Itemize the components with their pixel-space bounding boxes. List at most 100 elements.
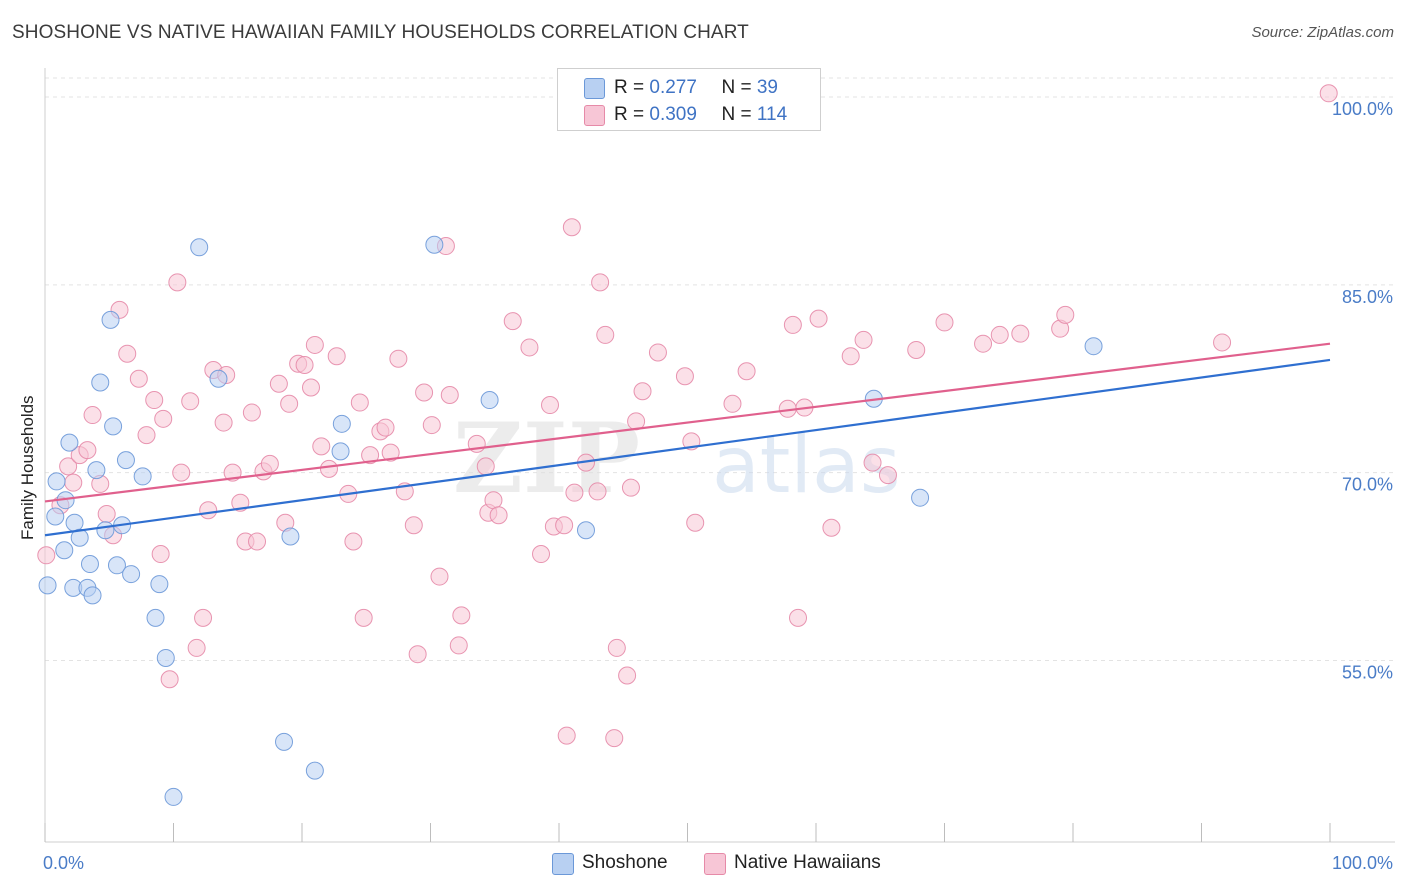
native-hawaiian-point	[187, 638, 206, 657]
legend-r-value: 0.309	[649, 104, 697, 125]
native-hawaiian-point	[97, 504, 116, 523]
shoshone-point	[47, 472, 66, 491]
shoshone-point	[305, 761, 324, 780]
shoshone-point	[101, 310, 120, 329]
native-hawaiian-point	[312, 437, 331, 456]
shoshone-point	[116, 451, 135, 470]
x-tick-label: 100.0%	[1332, 853, 1393, 873]
shoshone-points	[38, 235, 1103, 806]
native-hawaiian-point	[301, 378, 320, 397]
native-hawaiian-point	[381, 443, 400, 462]
native-hawaiian-point	[280, 394, 299, 413]
native-hawaiian-point	[541, 396, 560, 415]
shoshone-point	[425, 235, 444, 254]
native-hawaiian-point	[319, 459, 338, 478]
native-hawaiian-point	[723, 394, 742, 413]
shoshone-point	[55, 541, 74, 560]
native-hawaiian-point	[557, 726, 576, 745]
shoshone-point	[209, 369, 228, 388]
native-hawaiian-point	[822, 518, 841, 537]
native-hawaiian-point	[532, 545, 551, 564]
native-hawaiian-point	[248, 532, 267, 551]
y-tick-label: 70.0%	[1342, 475, 1393, 495]
native-hawaiian-point	[172, 463, 191, 482]
shoshone-point	[87, 461, 106, 480]
native-hawaiian-point	[789, 608, 808, 627]
native-hawaiian-point	[990, 325, 1009, 344]
chart-title: SHOSHONE VS NATIVE HAWAIIAN FAMILY HOUSE…	[12, 22, 749, 43]
native-hawaiian-point	[305, 335, 324, 354]
native-hawaiian-point	[37, 546, 56, 565]
native-hawaiian-point	[783, 315, 802, 334]
axes	[44, 68, 1395, 843]
native-hawaiian-point	[607, 638, 626, 657]
bottom-legend-swatch-native-hawaiians	[704, 853, 726, 875]
shoshone-point	[281, 527, 300, 546]
shoshone-point	[190, 238, 209, 257]
bottom-legend-swatch-shoshone	[552, 853, 574, 875]
native-hawaiian-point	[809, 309, 828, 328]
native-hawaiian-point	[354, 608, 373, 627]
native-hawaiian-point	[181, 392, 200, 411]
native-hawaiian-point	[1319, 84, 1338, 103]
native-hawaiian-point	[389, 349, 408, 368]
native-hawaiian-point	[137, 426, 156, 445]
shoshone-trend-line	[44, 358, 1331, 537]
legend-swatch-native-hawaiians	[584, 105, 605, 126]
native-hawaiian-point	[621, 478, 640, 497]
shoshone-point	[38, 576, 57, 595]
native-hawaiian-point	[422, 416, 441, 435]
native-hawaiian-point	[863, 453, 882, 472]
native-hawaiian-point	[168, 273, 187, 292]
shoshone-point	[122, 565, 141, 584]
native-hawaiians-trend-line	[44, 342, 1331, 503]
native-hawaiian-point	[260, 454, 279, 473]
y-axis-label: Family Households	[18, 395, 37, 540]
native-hawaiian-point	[154, 409, 173, 428]
y-tick-label: 100.0%	[1332, 99, 1393, 119]
y-tick-label: 55.0%	[1342, 662, 1393, 682]
native-hawaiian-point	[686, 513, 705, 532]
shoshone-point	[65, 513, 84, 532]
native-hawaiian-point	[935, 313, 954, 332]
native-hawaiian-point	[562, 218, 581, 237]
native-hawaiian-point	[242, 403, 261, 422]
shoshone-point	[150, 575, 169, 594]
native-hawaiian-point	[160, 670, 179, 689]
shoshone-point	[1084, 337, 1103, 356]
legend-swatch-shoshone	[584, 78, 605, 99]
native-hawaiian-point	[350, 393, 369, 412]
trend-lines	[44, 342, 1331, 537]
native-hawaiian-point	[199, 501, 218, 520]
native-hawaiian-point	[145, 391, 164, 410]
native-hawaiian-point	[269, 374, 288, 393]
native-hawaiian-point	[440, 386, 459, 405]
shoshone-point	[275, 732, 294, 751]
native-hawaiian-point	[596, 325, 615, 344]
native-hawaiian-point	[555, 516, 574, 535]
native-hawaiian-point	[565, 483, 584, 502]
shoshone-point	[146, 608, 165, 627]
native-hawaiian-point	[83, 406, 102, 425]
legend-n-label: N =	[721, 104, 757, 125]
shoshone-point	[911, 488, 930, 507]
shoshone-point	[46, 507, 65, 526]
native-hawaiian-point	[675, 367, 694, 386]
native-hawaiian-point	[854, 330, 873, 349]
native-hawaiian-point	[520, 338, 539, 357]
shoshone-point	[96, 521, 115, 540]
legend-r-label: R =	[614, 77, 650, 98]
native-hawaiian-point	[151, 545, 170, 564]
native-hawaiian-point	[78, 441, 97, 460]
bottom-legend-label: Native Hawaiians	[734, 852, 881, 873]
shoshone-point	[107, 556, 126, 575]
native-hawaiian-point	[878, 466, 897, 485]
legend-n-value: 39	[756, 77, 778, 98]
shoshone-point	[70, 528, 89, 547]
native-hawaiian-point	[737, 362, 756, 381]
shoshone-point	[104, 417, 123, 436]
shoshone-point	[91, 373, 110, 392]
native-hawaiian-point	[452, 606, 471, 625]
native-hawaiian-point	[404, 516, 423, 535]
